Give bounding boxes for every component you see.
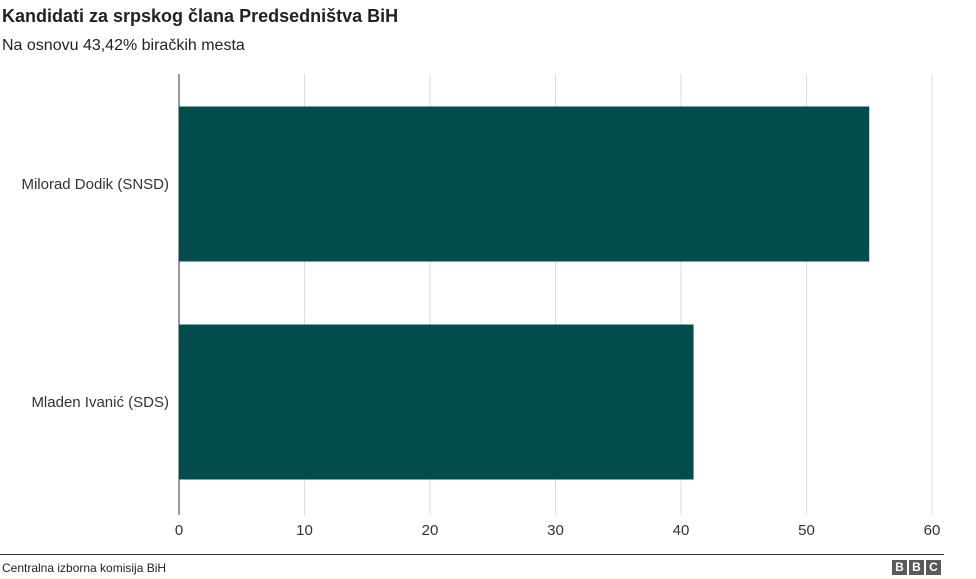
bbc-logo: B B C: [892, 560, 941, 575]
bbc-logo-letter: C: [926, 560, 941, 575]
chart-subtitle: Na osnovu 43,42% biračkih mesta: [2, 37, 245, 54]
bar: [179, 106, 870, 262]
source-note: Centralna izborna komisija BiH: [2, 561, 167, 575]
bar: [179, 324, 694, 480]
x-tick-label: 40: [673, 522, 690, 539]
x-tick-label: 10: [296, 522, 313, 539]
x-tick-label: 30: [547, 522, 564, 539]
x-tick-label: 60: [924, 522, 941, 539]
category-labels: Milorad Dodik (SNSD) Mladen Ivanić (SDS): [21, 176, 169, 411]
category-label: Milorad Dodik (SNSD): [21, 176, 169, 193]
x-tick-label: 50: [798, 522, 815, 539]
bar-chart: Milorad Dodik (SNSD)Mladen Ivanić (SDS) …: [21, 74, 941, 539]
x-tick-label: 0: [175, 522, 183, 539]
chart-title: Kandidati za srpskog člana Predsedništva…: [2, 6, 399, 26]
footer-divider: [0, 554, 944, 555]
x-tick-label: 20: [422, 522, 439, 539]
bars: [179, 106, 870, 480]
bbc-logo-letter: B: [892, 560, 907, 575]
category-label: Mladen Ivanić (SDS): [31, 394, 169, 411]
x-axis-ticks: 0 10 20 30 40 50 60: [175, 522, 941, 539]
bbc-logo-letter: B: [909, 560, 924, 575]
